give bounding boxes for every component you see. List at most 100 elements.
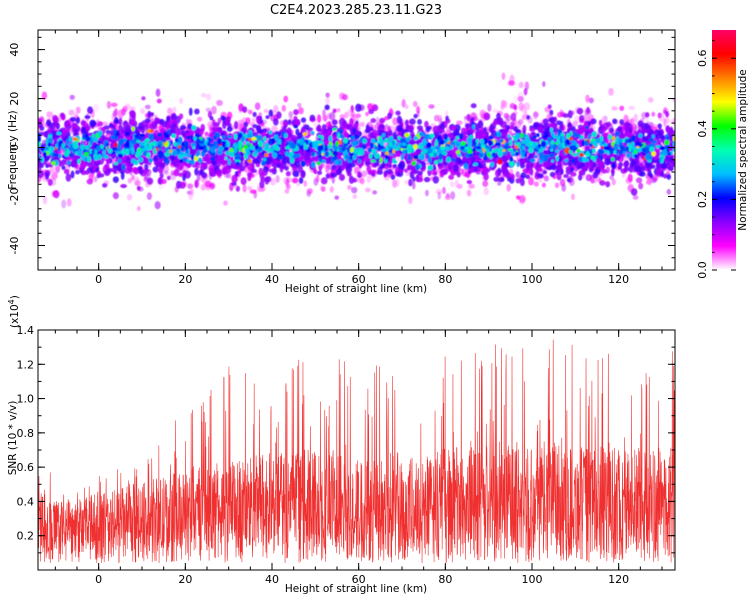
spectrogram-cell bbox=[108, 123, 114, 128]
spectrogram-cell bbox=[250, 168, 257, 174]
spectrogram-cell bbox=[347, 184, 352, 190]
spectrogram-cell bbox=[175, 158, 180, 167]
spectrogram-cell bbox=[482, 131, 487, 137]
spectrogram-cell bbox=[288, 111, 293, 118]
spectrogram-cell bbox=[613, 154, 621, 161]
spectrogram-cell bbox=[500, 99, 506, 108]
spectrogram-cell bbox=[398, 127, 404, 132]
spectrogram-cell bbox=[633, 113, 638, 123]
spectrogram-cell bbox=[309, 114, 316, 122]
spectrogram-cell bbox=[326, 113, 332, 120]
spectrogram-cell bbox=[665, 111, 670, 118]
spectrogram-cell bbox=[122, 121, 129, 128]
spectrogram-cell bbox=[449, 169, 455, 175]
spectrogram-cell bbox=[179, 125, 187, 131]
spectrogram-cell bbox=[256, 154, 263, 160]
spectrogram-cell bbox=[518, 194, 526, 203]
spectrogram-cell bbox=[211, 105, 217, 115]
spectrogram-cell bbox=[84, 170, 90, 175]
spectrogram-cell bbox=[224, 159, 229, 164]
spectrogram-cell bbox=[231, 181, 237, 187]
spectrogram-cell bbox=[645, 112, 650, 118]
spectrogram-cell bbox=[521, 157, 526, 165]
spectrogram-cell bbox=[240, 177, 247, 186]
spectrogram-cell bbox=[200, 123, 206, 132]
spectrogram-cell bbox=[455, 120, 463, 126]
spectrogram-cell bbox=[635, 177, 643, 184]
spectrogram-cell bbox=[53, 190, 60, 199]
spectrogram-cell bbox=[647, 176, 652, 186]
spectrogram-cell bbox=[387, 163, 392, 169]
spectrogram-cell bbox=[547, 104, 552, 110]
spectrogram-cell bbox=[536, 173, 543, 178]
spectrogram-cell bbox=[406, 165, 412, 170]
spectrogram-cell bbox=[350, 111, 356, 118]
spectrogram-cell bbox=[368, 108, 374, 115]
spectrogram-cell bbox=[110, 102, 118, 107]
spectrogram-cell bbox=[609, 127, 614, 134]
spectrogram-cell bbox=[632, 195, 639, 200]
spectrogram-cell bbox=[298, 107, 304, 115]
spectrogram-cell bbox=[628, 105, 635, 110]
spectrogram-cell bbox=[298, 177, 304, 184]
spectrogram-cell bbox=[559, 178, 566, 187]
spectrogram-cell bbox=[424, 120, 429, 129]
spectrogram-cell bbox=[242, 184, 247, 193]
spectrogram-cell bbox=[635, 166, 643, 173]
spectrogram-cell bbox=[152, 166, 159, 173]
spectrogram-cell bbox=[252, 111, 257, 117]
spectrogram-cell bbox=[233, 121, 239, 130]
spectrogram-cell bbox=[501, 72, 506, 80]
spectrogram-cell bbox=[483, 187, 489, 196]
spectrogram-cell bbox=[605, 181, 611, 188]
spectrogram-cell bbox=[412, 101, 418, 108]
spectrogram-cell bbox=[200, 184, 207, 191]
spectrogram-cell bbox=[284, 188, 290, 194]
spectrogram-cell bbox=[409, 118, 416, 125]
spectrogram-cell bbox=[112, 192, 119, 200]
spectrogram-cell bbox=[166, 175, 171, 181]
spectrogram-cell bbox=[364, 187, 371, 193]
spectrogram-cell bbox=[506, 176, 512, 182]
spectrogram-cell bbox=[525, 156, 532, 164]
spectrogram-cell bbox=[210, 167, 216, 174]
spectrogram-cell bbox=[588, 97, 594, 104]
spectrogram-cell bbox=[268, 168, 275, 173]
spectrogram-cell bbox=[339, 114, 346, 120]
spectrogram-cell bbox=[141, 156, 149, 164]
spectrogram-cell bbox=[155, 161, 162, 168]
spectrogram-cell bbox=[291, 177, 299, 184]
spectrogram-cell bbox=[152, 157, 159, 162]
spectrogram-cell bbox=[265, 115, 270, 120]
spectrogram-cell bbox=[655, 162, 662, 170]
spectrogram-cell bbox=[522, 124, 527, 133]
spectrogram-cell bbox=[334, 195, 340, 200]
spectrogram-cell bbox=[497, 177, 505, 183]
spectrogram-cell bbox=[239, 165, 246, 172]
spectrogram-cell bbox=[559, 125, 565, 131]
spectrogram-cell bbox=[578, 170, 586, 176]
spectrogram-cell bbox=[371, 104, 379, 112]
spectrogram-cell bbox=[206, 157, 211, 165]
spectrogram-cell bbox=[619, 119, 625, 125]
spectrogram-cell bbox=[488, 125, 495, 134]
spectrogram-cell bbox=[129, 119, 136, 125]
spectrogram-cell bbox=[144, 104, 151, 110]
spectrogram-cell bbox=[520, 172, 527, 179]
spectrogram-cell bbox=[155, 88, 161, 97]
spectrogram-cell bbox=[404, 168, 408, 173]
spectrogram-cell bbox=[576, 128, 584, 135]
spectrogram-cell bbox=[453, 164, 459, 173]
spectrogram-cell bbox=[338, 173, 346, 181]
spectrogram-cell bbox=[325, 97, 330, 105]
spectrogram-cell bbox=[249, 189, 257, 194]
spectrogram-cell bbox=[654, 133, 662, 140]
spectrogram-cell bbox=[550, 116, 556, 124]
spectrogram-cell bbox=[281, 105, 287, 112]
spectrogram-cell bbox=[645, 117, 650, 124]
spectrogram-cell bbox=[590, 118, 597, 125]
spectrogram-cell bbox=[46, 111, 54, 118]
spectrogram-cell bbox=[598, 125, 605, 131]
spectrogram-cell bbox=[42, 139, 46, 144]
chart-title: C2E4.2023.285.23.11.G23 bbox=[270, 3, 442, 18]
